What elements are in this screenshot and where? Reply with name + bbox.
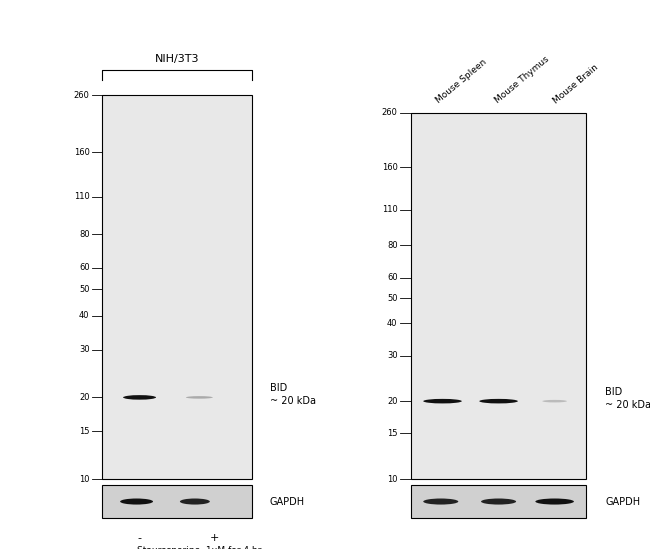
Bar (411, 485, 586, 518)
Text: 80: 80 (79, 229, 90, 239)
Text: 50: 50 (79, 285, 90, 294)
Text: BID
~ 20 kDa: BID ~ 20 kDa (270, 383, 316, 406)
Text: 40: 40 (79, 311, 90, 320)
Text: 40: 40 (387, 319, 398, 328)
Ellipse shape (120, 498, 153, 505)
Ellipse shape (186, 396, 213, 399)
Bar (411, 113, 586, 479)
Text: Mouse Thymus: Mouse Thymus (493, 55, 551, 105)
Text: 30: 30 (387, 351, 398, 360)
Text: 10: 10 (79, 474, 90, 484)
Text: GAPDH: GAPDH (605, 496, 640, 507)
Text: 160: 160 (382, 163, 398, 172)
Text: 10: 10 (387, 474, 398, 484)
Text: 20: 20 (79, 393, 90, 402)
Ellipse shape (423, 399, 462, 404)
Text: GAPDH: GAPDH (270, 496, 305, 507)
Text: 60: 60 (387, 273, 398, 282)
Text: Staurosporine, 1uM for 4 hr: Staurosporine, 1uM for 4 hr (137, 546, 261, 549)
Ellipse shape (423, 498, 458, 505)
Text: 160: 160 (73, 148, 90, 157)
Text: Mouse Brain: Mouse Brain (551, 63, 600, 105)
Ellipse shape (123, 395, 156, 400)
Text: BID
~ 20 kDa: BID ~ 20 kDa (605, 387, 650, 410)
Text: Mouse Spleen: Mouse Spleen (434, 58, 489, 105)
Text: 30: 30 (79, 345, 90, 354)
Bar (102, 95, 252, 479)
Ellipse shape (536, 498, 574, 505)
Text: 15: 15 (79, 427, 90, 436)
Ellipse shape (481, 498, 516, 505)
Text: 110: 110 (74, 192, 90, 201)
Text: 260: 260 (73, 91, 90, 100)
Text: 50: 50 (387, 294, 398, 302)
Text: 260: 260 (382, 108, 398, 117)
Text: 20: 20 (387, 397, 398, 406)
Ellipse shape (180, 498, 210, 505)
Ellipse shape (479, 399, 518, 404)
Text: NIH/3T3: NIH/3T3 (155, 54, 199, 64)
Ellipse shape (542, 400, 567, 402)
Text: -: - (138, 533, 142, 543)
Text: 15: 15 (387, 429, 398, 438)
Text: 110: 110 (382, 205, 398, 214)
Text: 60: 60 (79, 264, 90, 272)
Bar (102, 485, 252, 518)
Text: +: + (209, 533, 219, 543)
Text: 80: 80 (387, 241, 398, 250)
